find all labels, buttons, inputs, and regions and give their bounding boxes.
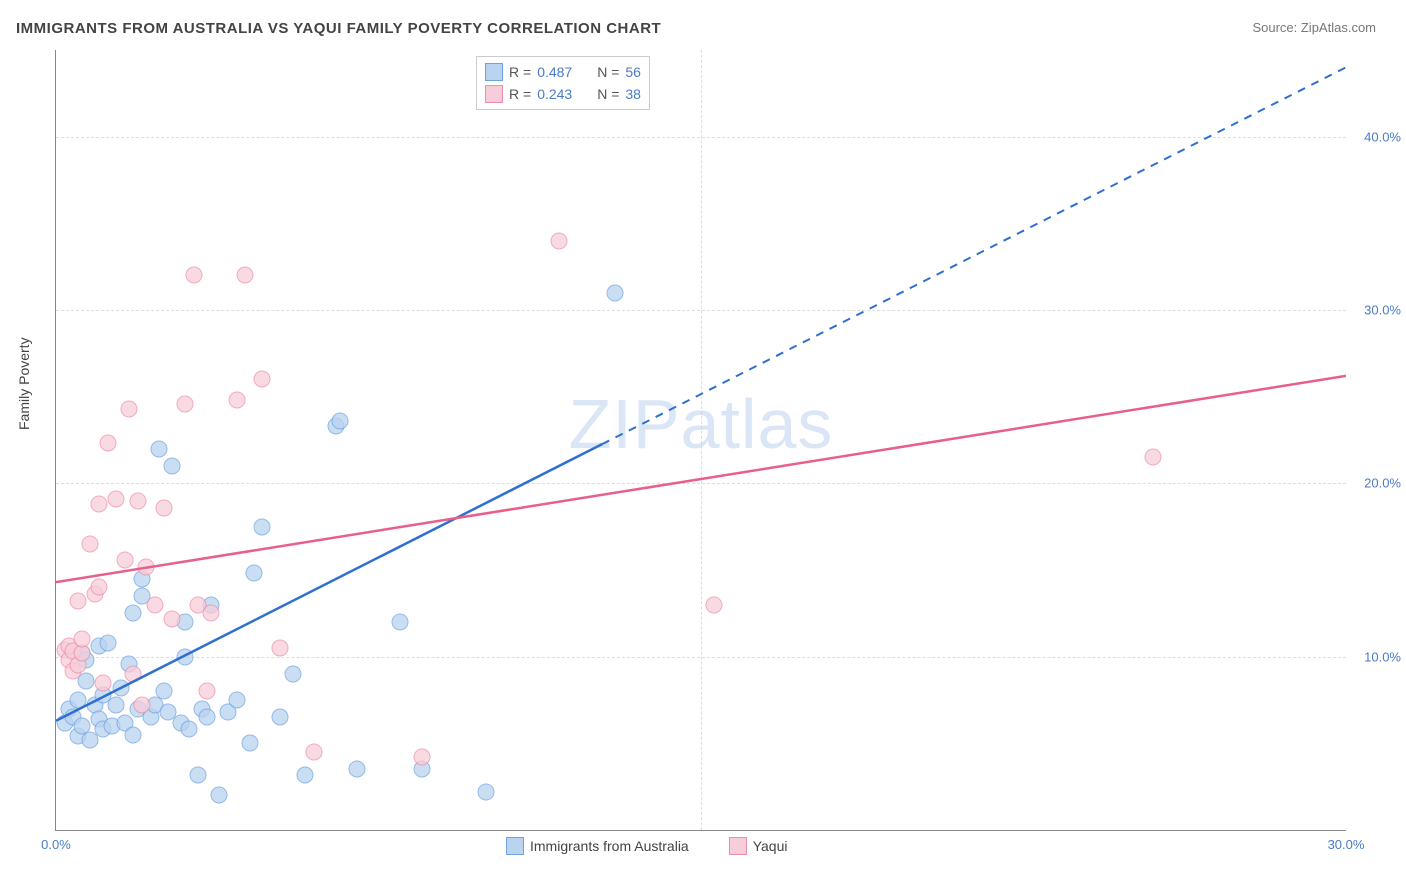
legend-swatch-series-1	[485, 85, 503, 103]
y-tick-label: 40.0%	[1364, 129, 1401, 144]
data-point-series-0	[331, 412, 348, 429]
source-attribution: Source: ZipAtlas.com	[1252, 20, 1376, 35]
stat-r-value-1: 0.243	[537, 86, 583, 102]
data-point-series-1	[121, 400, 138, 417]
legend-label-series-1: Yaqui	[753, 838, 788, 854]
data-point-series-0	[478, 783, 495, 800]
data-point-series-1	[116, 551, 133, 568]
stat-n-label: N =	[597, 64, 619, 80]
legend-label-series-0: Immigrants from Australia	[530, 838, 689, 854]
data-point-series-1	[551, 232, 568, 249]
data-point-series-0	[99, 634, 116, 651]
data-point-series-0	[151, 440, 168, 457]
data-point-series-0	[211, 787, 228, 804]
chart-container: IMMIGRANTS FROM AUSTRALIA VS YAQUI FAMIL…	[0, 0, 1406, 892]
data-point-series-1	[413, 749, 430, 766]
data-point-series-1	[155, 499, 172, 516]
data-point-series-0	[181, 721, 198, 738]
data-point-series-1	[91, 579, 108, 596]
data-point-series-1	[108, 490, 125, 507]
x-tick-label: 0.0%	[41, 837, 71, 852]
data-point-series-1	[1144, 449, 1161, 466]
data-point-series-1	[705, 596, 722, 613]
data-point-series-0	[189, 766, 206, 783]
data-point-series-0	[164, 458, 181, 475]
data-point-series-1	[237, 267, 254, 284]
data-point-series-0	[155, 683, 172, 700]
legend-bottom: Immigrants from Australia Yaqui	[506, 837, 788, 855]
data-point-series-1	[177, 395, 194, 412]
data-point-series-0	[284, 666, 301, 683]
x-tick-label: 30.0%	[1328, 837, 1365, 852]
stat-n-label: N =	[597, 86, 619, 102]
legend-swatch-series-0	[485, 63, 503, 81]
stat-r-label: R =	[509, 64, 531, 80]
data-point-series-1	[138, 558, 155, 575]
chart-title: IMMIGRANTS FROM AUSTRALIA VS YAQUI FAMIL…	[16, 20, 661, 37]
data-point-series-0	[177, 648, 194, 665]
data-point-series-0	[297, 766, 314, 783]
legend-stats-row-series-1: R = 0.243 N = 38	[485, 83, 641, 105]
stat-n-value-0: 56	[625, 64, 641, 80]
data-point-series-0	[254, 518, 271, 535]
data-point-series-1	[73, 631, 90, 648]
data-point-series-1	[129, 492, 146, 509]
legend-stats-row-series-0: R = 0.487 N = 56	[485, 61, 641, 83]
data-point-series-1	[82, 536, 99, 553]
data-point-series-0	[112, 679, 129, 696]
plot-area: ZIPatlas R = 0.487 N = 56 R = 0.243 N = …	[55, 50, 1346, 831]
legend-swatch-bottom-1	[729, 837, 747, 855]
stat-r-label: R =	[509, 86, 531, 102]
data-point-series-1	[271, 640, 288, 657]
data-point-series-0	[228, 692, 245, 709]
data-point-series-0	[349, 761, 366, 778]
data-point-series-0	[607, 284, 624, 301]
data-point-series-1	[99, 435, 116, 452]
data-point-series-1	[146, 596, 163, 613]
data-point-series-0	[108, 697, 125, 714]
data-point-series-1	[202, 605, 219, 622]
legend-item-series-0: Immigrants from Australia	[506, 837, 689, 855]
stat-n-value-1: 38	[625, 86, 641, 102]
data-point-series-0	[271, 709, 288, 726]
stat-r-value-0: 0.487	[537, 64, 583, 80]
y-tick-label: 20.0%	[1364, 476, 1401, 491]
data-point-series-1	[198, 683, 215, 700]
data-point-series-0	[125, 726, 142, 743]
data-point-series-1	[164, 610, 181, 627]
legend-swatch-bottom-0	[506, 837, 524, 855]
legend-item-series-1: Yaqui	[729, 837, 788, 855]
data-point-series-1	[185, 267, 202, 284]
legend-stats-box: R = 0.487 N = 56 R = 0.243 N = 38	[476, 56, 650, 110]
y-tick-label: 30.0%	[1364, 303, 1401, 318]
data-point-series-1	[125, 666, 142, 683]
data-point-series-1	[69, 593, 86, 610]
y-tick-label: 10.0%	[1364, 649, 1401, 664]
gridline-vertical	[701, 50, 702, 830]
data-point-series-0	[245, 565, 262, 582]
data-point-series-0	[198, 709, 215, 726]
y-axis-label: Family Poverty	[16, 337, 32, 430]
data-point-series-1	[95, 674, 112, 691]
data-point-series-1	[306, 744, 323, 761]
data-point-series-0	[392, 614, 409, 631]
data-point-series-1	[254, 371, 271, 388]
data-point-series-0	[241, 735, 258, 752]
data-point-series-0	[125, 605, 142, 622]
data-point-series-1	[228, 392, 245, 409]
data-point-series-1	[134, 697, 151, 714]
data-point-series-1	[91, 496, 108, 513]
data-point-series-0	[69, 692, 86, 709]
